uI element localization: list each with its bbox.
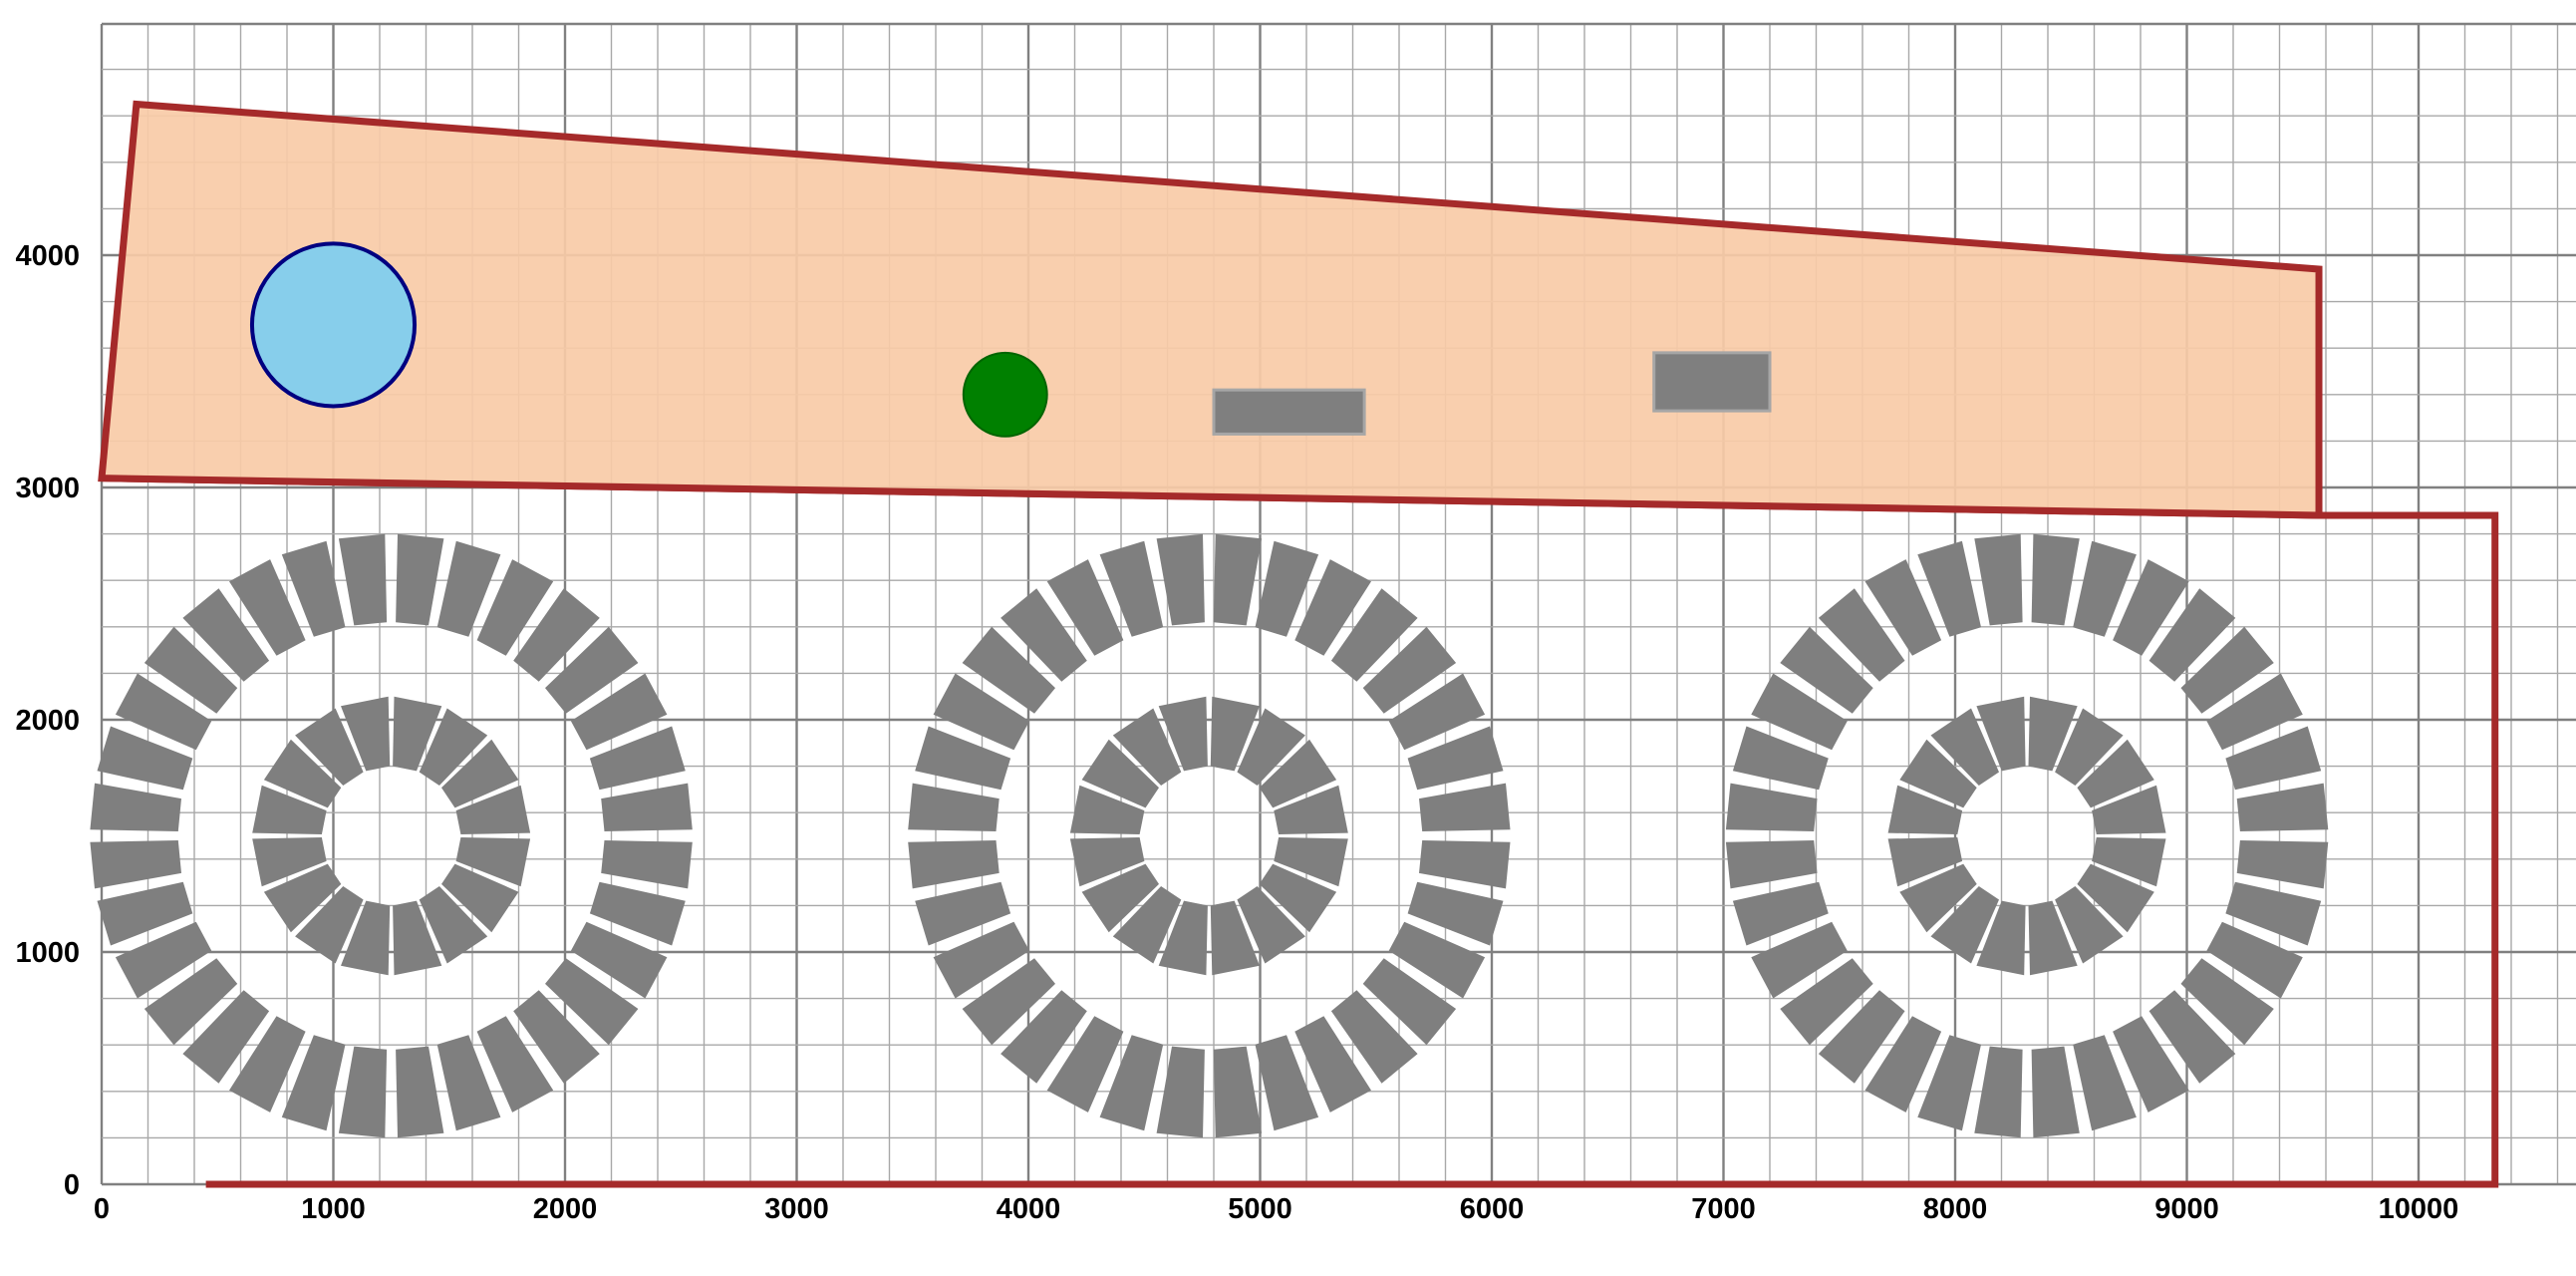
x-tick-label: 8000 xyxy=(1923,1193,1988,1225)
outer-ring-segment xyxy=(90,840,181,888)
outer-ring-segment xyxy=(601,840,693,888)
outer-ring-segment xyxy=(908,784,1000,831)
x-tick-label: 6000 xyxy=(1460,1193,1525,1225)
outer-ring-segment xyxy=(1726,784,1818,831)
x-tick-label: 7000 xyxy=(1691,1193,1756,1225)
y-tick-label: 3000 xyxy=(15,473,80,504)
y-tick-label: 4000 xyxy=(15,240,80,272)
outer-ring-segment xyxy=(908,840,1000,888)
x-tick-label: 1000 xyxy=(301,1193,366,1225)
outer-ring-segment xyxy=(1726,840,1818,888)
outer-ring-segment xyxy=(2237,840,2329,888)
large-blue-circle xyxy=(252,243,415,406)
gray-rectangle-1 xyxy=(1214,390,1364,434)
upper-body-polygon xyxy=(102,105,2319,515)
x-tick-label: 9000 xyxy=(2154,1193,2219,1225)
y-tick-label: 0 xyxy=(64,1169,80,1201)
x-tick-label: 0 xyxy=(94,1193,110,1225)
gray-rectangle-2 xyxy=(1654,353,1770,411)
outer-ring-segment xyxy=(1419,784,1511,831)
outer-ring-segment xyxy=(601,784,693,831)
upper-body xyxy=(102,105,2319,515)
wheel-1 xyxy=(90,534,692,1138)
small-green-circle xyxy=(964,353,1047,437)
x-tick-label: 5000 xyxy=(1228,1193,1292,1225)
x-tick-label: 10000 xyxy=(2379,1193,2459,1225)
x-tick-label: 4000 xyxy=(997,1193,1061,1225)
outer-ring-segment xyxy=(1419,840,1511,888)
x-tick-label: 3000 xyxy=(764,1193,829,1225)
y-tick-label: 2000 xyxy=(15,705,80,737)
y-tick-label: 1000 xyxy=(15,937,80,969)
outer-ring-segment xyxy=(90,784,181,831)
wheel-2 xyxy=(908,534,1510,1138)
outer-ring-segment xyxy=(2237,784,2329,831)
x-tick-label: 2000 xyxy=(533,1193,598,1225)
